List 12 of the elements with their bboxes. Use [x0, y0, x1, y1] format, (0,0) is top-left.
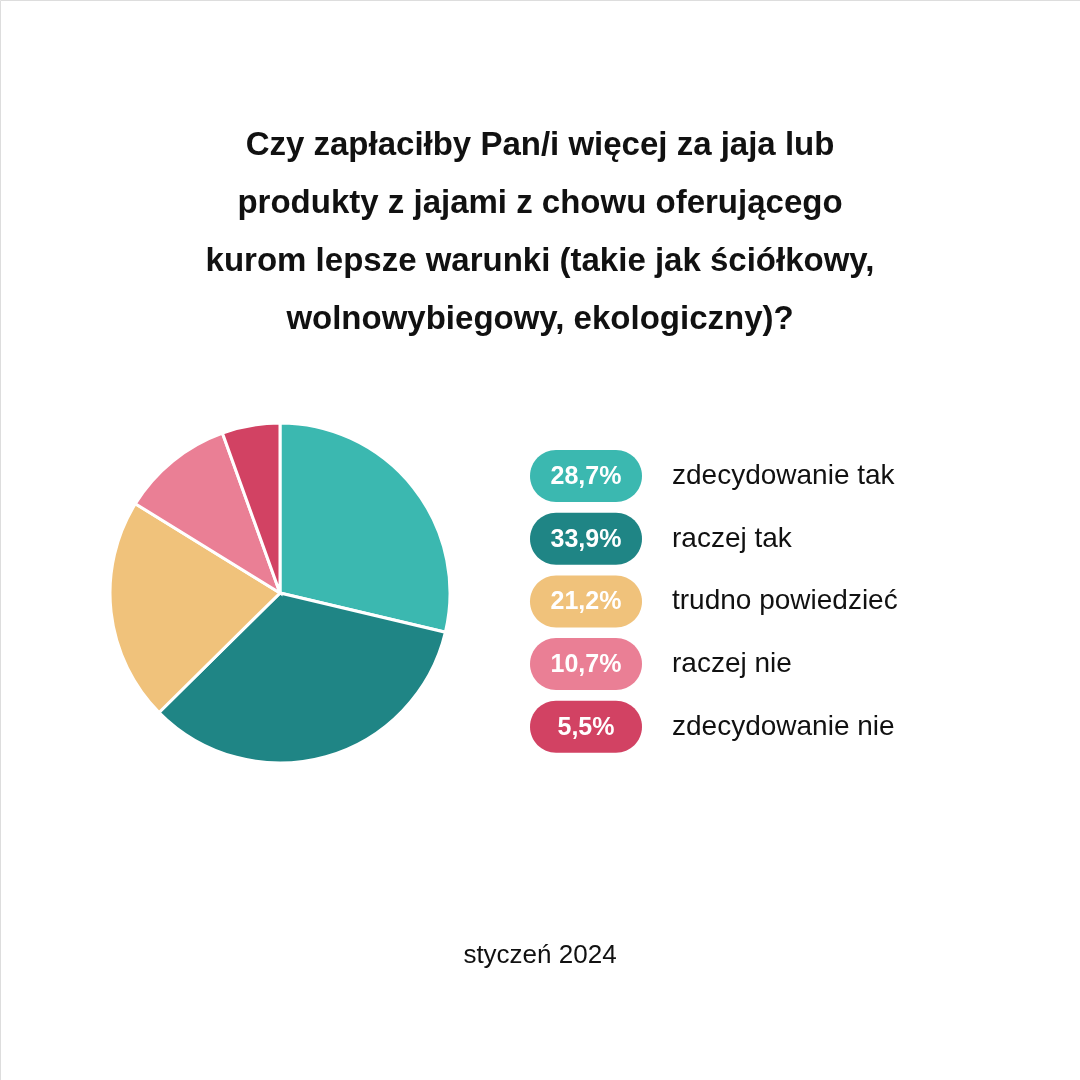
data-label: 10,7%	[550, 649, 622, 678]
legend-label: trudno powiedzieć	[672, 584, 898, 616]
legend-label: zdecydowanie nie	[672, 709, 895, 741]
chart-title: Czy zapłaciłby Pan/i więcej za jaja lub produkty z jajami z chowu oferującego kurom lepsze warunki (takie jak ściółkowy, wolnowybiegowy, ekologiczny)?	[205, 125, 875, 336]
text: styczeń 2024	[463, 939, 617, 969]
data-label: 21,2%	[550, 586, 622, 615]
legend-label: zdecydowanie tak	[672, 459, 896, 490]
data-label: 33,9%	[550, 523, 622, 552]
legend-label: raczej tak	[672, 521, 793, 553]
data-label: 28,7%	[550, 461, 622, 489]
legend-label: raczej nie	[672, 647, 792, 679]
data-label: 5,5%	[557, 711, 615, 740]
